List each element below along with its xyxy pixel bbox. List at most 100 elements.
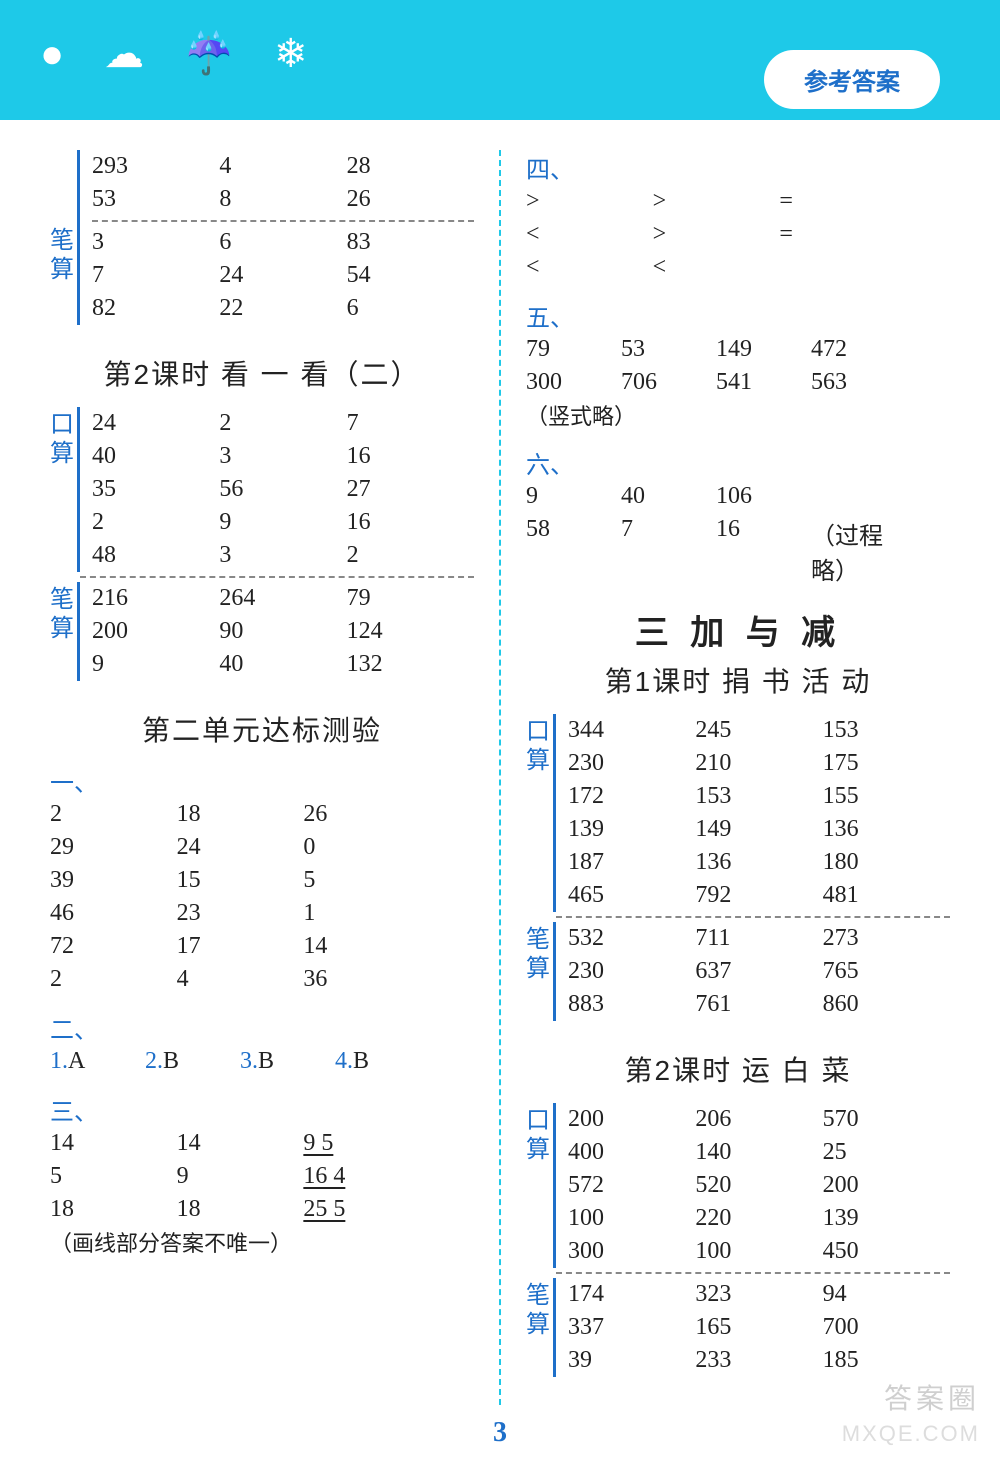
dash-divider <box>92 220 474 222</box>
mc-item: 2.B <box>145 1048 240 1075</box>
right-lesson2-block: 口算 200206570 40014025 572520200 10022013… <box>526 1103 950 1377</box>
left-top-block: 笔算 293428 53826 3683 72454 82226 <box>50 150 474 325</box>
cell: 39 <box>568 1347 695 1374</box>
cell: 16 <box>347 509 474 536</box>
right-column: 四、 >>= <>= << 五、 7953149472 300706541563… <box>501 150 960 1405</box>
cell: 153 <box>823 717 950 744</box>
dash-divider <box>556 1272 950 1274</box>
vertical-label-bi: 笔算 <box>526 1278 556 1377</box>
cell: 570 <box>823 1106 950 1133</box>
vertical-label-bi: 笔算 <box>50 582 80 681</box>
cell: 56 <box>219 476 346 503</box>
cell: > <box>526 188 653 215</box>
page-body: 笔算 293428 53826 3683 72454 82226 第2课时 看 … <box>0 120 1000 1425</box>
cell: 3 <box>219 443 346 470</box>
section-six: 六、 940106 58716（过程略） <box>526 445 950 589</box>
cell: 24 <box>92 410 219 437</box>
section-five-note: （竖式略） <box>526 399 906 431</box>
cell: 230 <box>568 750 695 777</box>
cell: 79 <box>347 585 474 612</box>
sec-label-1: 一、 <box>50 763 90 798</box>
cell: 16 <box>716 516 811 586</box>
section-five: 五、 7953149472 300706541563 （竖式略） <box>526 298 950 431</box>
cell: 273 <box>823 925 950 952</box>
cell: 185 <box>823 1347 950 1374</box>
cell: 40 <box>219 651 346 678</box>
vertical-label-bi: 笔算 <box>526 922 556 1021</box>
cell: 206 <box>695 1106 822 1133</box>
cell: 700 <box>823 1314 950 1341</box>
cell: （过程略） <box>811 516 906 586</box>
right-lesson2-title: 第2课时 运 白 菜 <box>526 1049 950 1089</box>
vertical-label-kou: 口算 <box>50 407 80 572</box>
cell: 139 <box>568 816 695 843</box>
vertical-label-kou: 口算 <box>526 1103 556 1268</box>
unit-test-title: 第二单元达标测验 <box>50 709 474 749</box>
cell: 24 <box>219 262 346 289</box>
right-lesson1-block: 口算 344245153 230210175 172153155 1391491… <box>526 714 950 1021</box>
cell: 17 <box>177 933 304 960</box>
cell: 46 <box>50 900 177 927</box>
cell: 400 <box>568 1139 695 1166</box>
cell: 200 <box>92 618 219 645</box>
cell: 28 <box>347 153 474 180</box>
top-banner: ● ☁ ☔ ❄ 参考答案 <box>0 0 1000 120</box>
cell: 79 <box>526 336 621 363</box>
vertical-label-kou: 口算 <box>526 714 556 912</box>
cell: 210 <box>695 750 822 777</box>
cell: 8 <box>219 186 346 213</box>
cell: > <box>653 221 780 248</box>
cell: 4 <box>219 153 346 180</box>
cell: 180 <box>823 849 950 876</box>
cell: 5 <box>303 867 430 894</box>
section-two: 二、 1.A 2.B 3.B 4.B <box>50 1010 474 1078</box>
cell: 532 <box>568 925 695 952</box>
cell: 9 <box>177 1163 304 1190</box>
watermark-en: MXQE.COM <box>842 1421 980 1447</box>
sun-icon: ● <box>40 30 64 77</box>
cell: 29 <box>50 834 177 861</box>
cell: 35 <box>92 476 219 503</box>
cell: > <box>653 188 780 215</box>
cell: 149 <box>695 816 822 843</box>
cell: 4 <box>177 966 304 993</box>
cell: 200 <box>568 1106 695 1133</box>
cell: 18 <box>177 801 304 828</box>
cell: 53 <box>621 336 716 363</box>
cell: 450 <box>823 1238 950 1265</box>
cell: 27 <box>347 476 474 503</box>
mc-item: 4.B <box>335 1048 430 1075</box>
cell: 637 <box>695 958 822 985</box>
cell: 245 <box>695 717 822 744</box>
cell: 230 <box>568 958 695 985</box>
cell: 16 <box>347 443 474 470</box>
cell: 140 <box>695 1139 822 1166</box>
cell: 0 <box>303 834 430 861</box>
cell: 15 <box>177 867 304 894</box>
cell: 165 <box>695 1314 822 1341</box>
cell: 83 <box>347 229 474 256</box>
cell: 563 <box>811 369 906 396</box>
sec-label-3: 三、 <box>50 1092 90 1127</box>
cell <box>779 254 906 281</box>
cell: 23 <box>177 900 304 927</box>
cell: 132 <box>347 651 474 678</box>
section-one: 一、 21826 29240 39155 46231 721714 2436 <box>50 763 474 996</box>
cell: 39 <box>50 867 177 894</box>
cell: 175 <box>823 750 950 777</box>
cell: 100 <box>568 1205 695 1232</box>
cell: 25 <box>823 1139 950 1166</box>
cell: 9 <box>526 483 621 510</box>
cell: 883 <box>568 991 695 1018</box>
cell: 40 <box>92 443 219 470</box>
cell: 264 <box>219 585 346 612</box>
cell: 6 <box>219 229 346 256</box>
cell: 3 <box>92 229 219 256</box>
cell: 14 <box>50 1130 177 1157</box>
section-three: 三、 14149 5 5916 4 181825 5 （画线部分答案不唯一） <box>50 1092 474 1258</box>
cell: 26 <box>303 801 430 828</box>
cell: 465 <box>568 882 695 909</box>
cell: 216 <box>92 585 219 612</box>
cell: = <box>779 221 906 248</box>
cell: 136 <box>823 816 950 843</box>
